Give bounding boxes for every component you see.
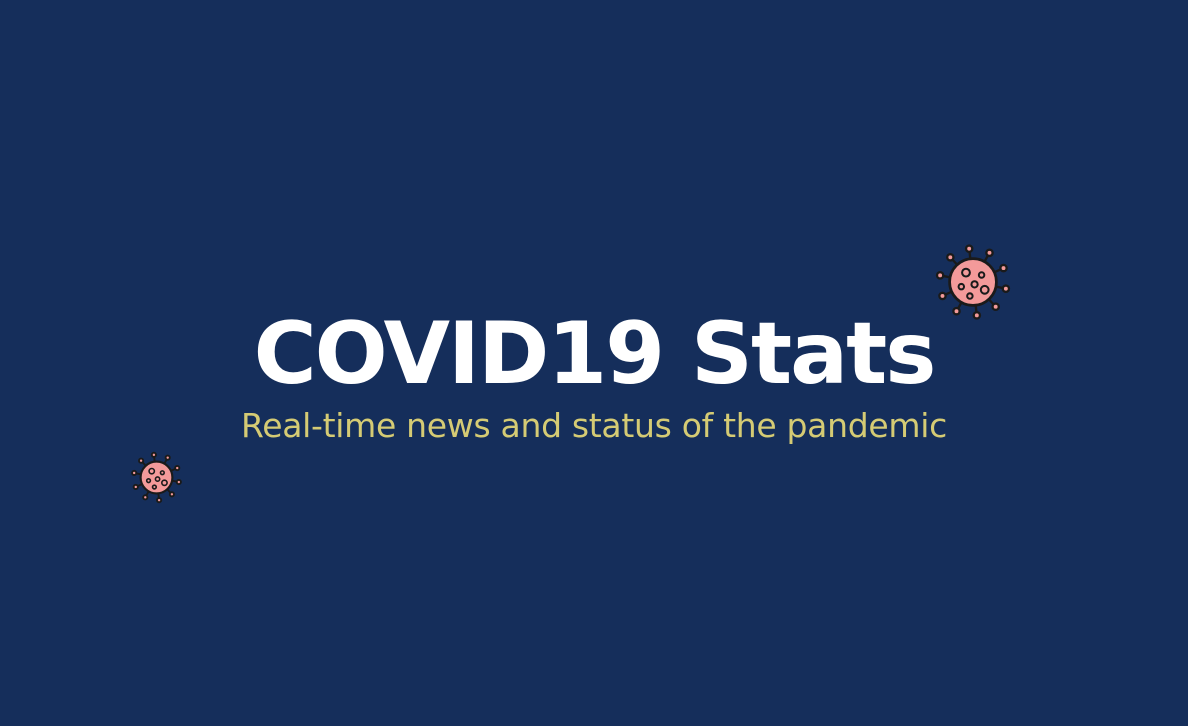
virus-spike-tip (138, 457, 145, 464)
virus-spike-tip (972, 311, 982, 320)
virus-spike-tip (142, 494, 149, 501)
virus-spike-tip (131, 469, 138, 477)
virus-spike-tip (985, 248, 994, 258)
virus-spike-tip (1001, 284, 1011, 293)
virus-spike-tip (991, 302, 1000, 312)
virus-spike-tip (952, 306, 961, 316)
virus-spike-tip (174, 464, 181, 472)
virus-spike-tip (175, 478, 182, 486)
virus-spike-tip (168, 491, 175, 498)
page-subtitle: Real-time news and status of the pandemi… (241, 406, 947, 445)
virus-spike-tip (964, 244, 974, 253)
virus-spike-tip (935, 271, 945, 280)
virus-icon (131, 451, 182, 504)
virus-spike-tip (938, 291, 947, 301)
virus-spike-tip (999, 263, 1008, 273)
virus-spike-tip (150, 451, 157, 458)
virus-spike-tip (946, 252, 955, 262)
virus-spike-tip (132, 483, 139, 491)
virus-spike-tip (156, 497, 163, 504)
page-title: COVID19 Stats (253, 304, 937, 404)
virus-icon (935, 244, 1011, 320)
virus-spike-tip (164, 454, 171, 461)
